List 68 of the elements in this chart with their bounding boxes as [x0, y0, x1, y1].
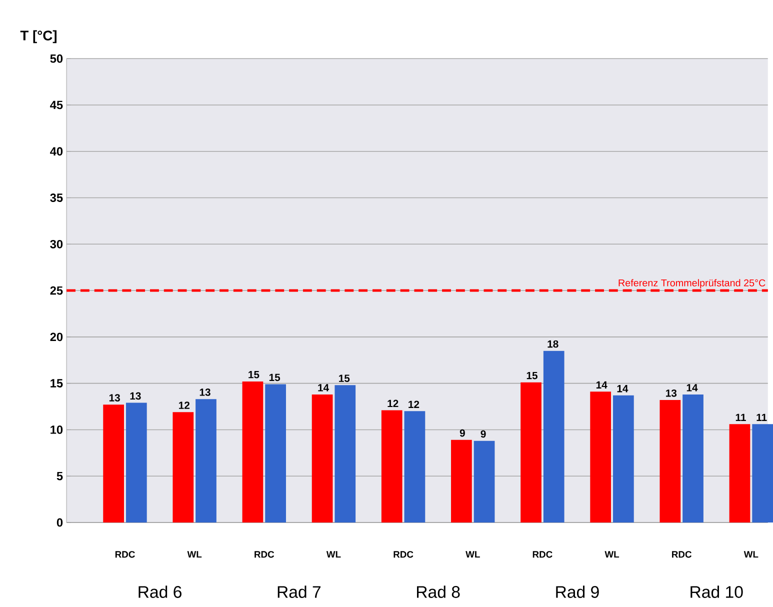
y-tick-label: 20 [50, 332, 63, 342]
bar [520, 382, 542, 523]
bar [729, 424, 750, 523]
bar [682, 394, 704, 523]
bar [590, 392, 612, 523]
data-label: 11 [736, 414, 746, 421]
data-label: 12 [388, 400, 398, 408]
bar [126, 402, 147, 523]
text: Rad 9 [556, 586, 599, 598]
x-tick-label: WL [187, 551, 202, 558]
bar [474, 440, 495, 523]
data-label: 13 [200, 388, 210, 396]
data-label: 15 [526, 372, 538, 380]
y-tick-label: 35 [50, 194, 63, 202]
bar [242, 381, 264, 523]
text: Rad 7 [278, 586, 321, 598]
bar [265, 384, 286, 523]
text: Rad 6 [138, 586, 182, 598]
text: Rad 10 [690, 586, 743, 598]
x-tick-label: WL [466, 551, 480, 558]
y-tick-label: 10 [50, 426, 63, 434]
data-label: 18 [548, 340, 558, 348]
ref-line-label: Referenz Trommelprüfstand 25°C [618, 279, 766, 288]
bar [172, 412, 194, 523]
y-tick-label: 25 [50, 286, 63, 295]
data-label: 15 [248, 371, 260, 378]
data-label: 14 [318, 384, 329, 392]
data-label: 13 [130, 392, 141, 400]
bar [613, 395, 634, 523]
data-label: 12 [179, 402, 190, 409]
data-label: 9 [460, 429, 465, 437]
bar [334, 385, 356, 523]
bar [451, 440, 472, 523]
x-tick-label: WL [744, 551, 758, 558]
data-label: 15 [339, 374, 350, 382]
bar [660, 400, 681, 523]
data-label: 13 [109, 394, 120, 402]
x-tick-label: WL [326, 551, 341, 558]
data-label: 12 [408, 400, 420, 408]
data-label: 15 [269, 374, 280, 382]
y-tick-label: 0 [56, 518, 63, 527]
data-label: 9 [480, 430, 486, 438]
bar [381, 410, 402, 523]
data-label: 14 [596, 381, 608, 389]
data-label: 14 [617, 385, 628, 392]
y-tick-label: 50 [50, 54, 63, 63]
bar [103, 404, 124, 523]
y-tick-label: 5 [56, 472, 63, 480]
y-axis-title: T [°C] [20, 30, 56, 44]
x-tick-label: RDC [532, 551, 552, 558]
data-label: 13 [666, 390, 677, 397]
y-tick-label: 30 [50, 240, 63, 248]
y-tick-label: 15 [50, 379, 63, 388]
text: Rad 8 [417, 586, 460, 598]
bar [752, 424, 773, 523]
bar [404, 411, 426, 523]
x-tick-label: WL [604, 551, 620, 558]
data-label: 11 [756, 414, 767, 421]
bar [543, 350, 564, 523]
x-tick-label: RDC [254, 551, 274, 558]
y-tick-label: 45 [50, 100, 63, 110]
x-tick-label: RDC [394, 551, 414, 558]
y-tick-label: 40 [50, 147, 63, 156]
x-tick-label: RDC [115, 551, 135, 558]
bar [196, 399, 216, 523]
x-tick-label: RDC [672, 551, 692, 558]
data-label: 14 [686, 384, 698, 392]
bar [312, 394, 333, 523]
